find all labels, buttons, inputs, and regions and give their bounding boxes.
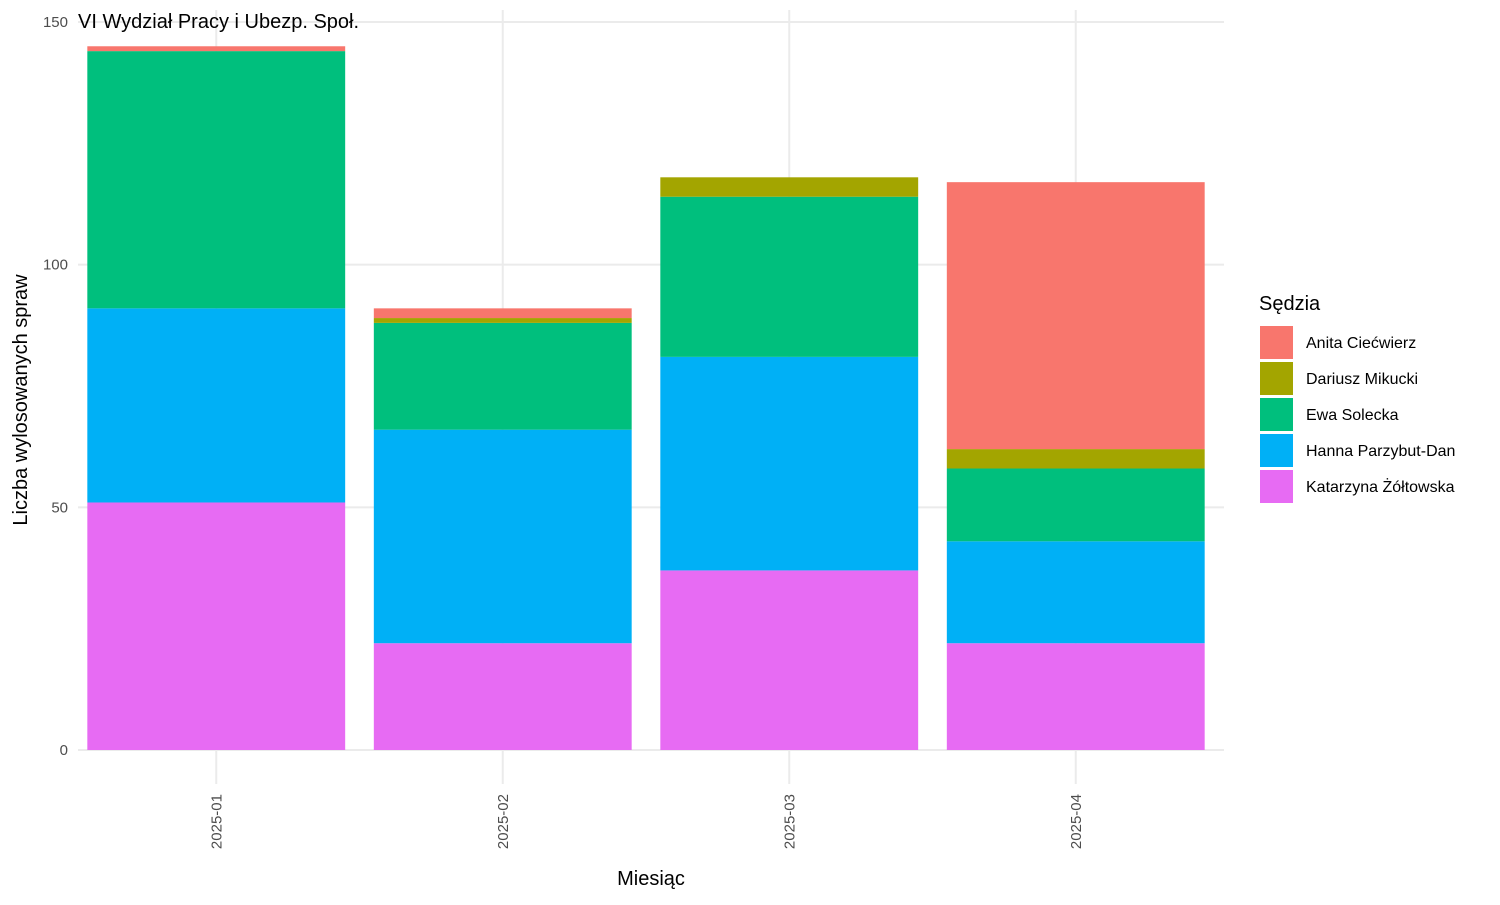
y-tick-label: 50	[51, 499, 68, 516]
bar-segment	[373, 308, 632, 319]
bars-layer	[87, 46, 1205, 750]
legend-label: Ewa Solecka	[1306, 407, 1399, 424]
axes-layer: 0 50 100 150 2025-01 2025-02 2025-03 2025-04	[43, 14, 1085, 849]
bar-segment	[946, 468, 1205, 542]
y-tick-label: 100	[43, 257, 68, 274]
legend-swatch	[1260, 398, 1293, 431]
legend-label: Hanna Parzybut-Dan	[1306, 443, 1455, 460]
legend-label: Dariusz Mikucki	[1306, 371, 1418, 388]
bar-segment	[373, 643, 632, 750]
legend-swatch	[1260, 326, 1293, 359]
legend-swatch	[1260, 470, 1293, 503]
chart-title: VI Wydział Pracy i Ubezp. Społ.	[78, 11, 359, 33]
bar-segment	[87, 502, 346, 750]
bar-segment	[660, 196, 919, 357]
bar-segment	[946, 643, 1205, 750]
bar-segment	[946, 541, 1205, 644]
legend-swatch	[1260, 362, 1293, 395]
legend-title: Sędzia	[1259, 293, 1321, 315]
bar-segment	[373, 318, 632, 323]
bar-segment	[660, 356, 919, 571]
bar-segment	[87, 46, 346, 52]
bar-segment	[373, 322, 632, 430]
bar-segment	[87, 308, 346, 503]
x-tick-label: 2025-04	[1068, 794, 1085, 849]
x-tick-label: 2025-03	[781, 794, 798, 849]
x-tick-label: 2025-01	[208, 794, 225, 849]
legend-label: Anita Ciećwierz	[1306, 335, 1416, 352]
bar-segment	[87, 51, 346, 309]
x-tick-label: 2025-02	[495, 794, 512, 849]
bar-segment	[946, 449, 1205, 469]
bar-segment	[660, 177, 919, 197]
x-axis-title: Miesiąc	[617, 868, 685, 890]
bar-segment	[946, 182, 1205, 450]
y-tick-label: 0	[60, 742, 68, 759]
legend-swatch	[1260, 434, 1293, 467]
bar-segment	[373, 429, 632, 644]
legend-label: Katarzyna Żółtowska	[1306, 477, 1455, 496]
bar-segment	[660, 570, 919, 750]
legend: Sędzia Anita Ciećwierz Dariusz Mikucki Ewa…	[1259, 293, 1455, 503]
y-tick-label: 150	[43, 14, 68, 31]
y-axis-title: Liczba wylosowanych spraw	[10, 274, 32, 526]
